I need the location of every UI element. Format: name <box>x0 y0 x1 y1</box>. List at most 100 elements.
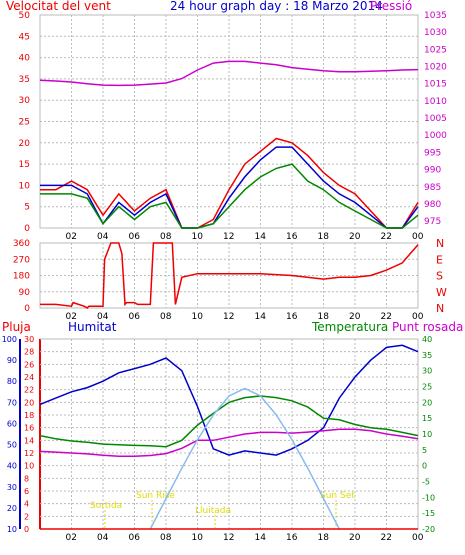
temperature-tick-label: -15 <box>422 509 435 518</box>
temperature-tick-label: -5 <box>422 478 430 487</box>
wind-direction-series <box>40 242 419 309</box>
graph-title: 24 hour graph day : 18 Marzo 2014 <box>170 0 383 13</box>
x-tick-label: 22 <box>381 232 392 242</box>
x-tick-label: 14 <box>255 312 267 322</box>
x-tick-label: 02 <box>66 533 77 543</box>
compass-label: E <box>436 253 443 266</box>
compass-label: S <box>436 270 443 283</box>
x-tick-label: 04 <box>97 232 109 242</box>
x-tick-label: 12 <box>223 533 234 543</box>
pressure-tick-label: 980 <box>424 200 441 210</box>
series-blue-humidity <box>39 344 419 456</box>
rain-tick-label: 2 <box>24 512 29 521</box>
rain-tick-label: 18 <box>24 411 34 420</box>
pressure-tick-label: 990 <box>424 166 441 176</box>
humidity-tick-label: 30 <box>7 483 17 492</box>
x-tick-label: 12 <box>223 232 234 242</box>
wind-speed-tick-label: 30 <box>19 96 31 106</box>
x-tick-label: 10 <box>192 232 204 242</box>
pressure-tick-label: 1000 <box>424 131 447 141</box>
x-tick-label: 20 <box>349 533 361 543</box>
temperature-tick-label: 30 <box>422 367 432 376</box>
pressure-tick-label: 975 <box>424 217 441 227</box>
x-tick-label: 18 <box>318 232 330 242</box>
wind-direction-tick-label: 180 <box>13 272 30 282</box>
x-tick-label: 08 <box>160 533 172 543</box>
x-tick-label: 00 <box>412 533 424 543</box>
x-tick-label: 14 <box>255 232 267 242</box>
rain-tick-label: 28 <box>24 348 34 357</box>
humidity-axis-title: Humitat <box>68 320 117 334</box>
temperature-tick-label: -10 <box>422 493 435 502</box>
rain-tick-label: 8 <box>24 474 29 483</box>
compass-label: N <box>436 302 444 315</box>
temperature-tick-label: 15 <box>422 414 432 423</box>
rain-tick-label: 14 <box>24 436 34 445</box>
temperature-axis-title: Temperatura <box>311 320 388 334</box>
annotation-lluitada: Lluitada <box>195 506 231 516</box>
x-tick-label: 00 <box>412 232 424 242</box>
humidity-tick-label: 10 <box>7 525 17 534</box>
humidity-tick-label: 70 <box>7 398 17 407</box>
humidity-tick-label: 80 <box>7 377 17 386</box>
x-tick-label: 14 <box>255 533 267 543</box>
humidity-tick-label: 20 <box>7 504 17 513</box>
rain-tick-label: 4 <box>24 500 29 509</box>
humidity-tick-label: 40 <box>7 462 17 471</box>
wind-direction-tick-label: 270 <box>13 255 30 265</box>
wind-pressure-series-red <box>40 137 419 229</box>
x-tick-label: 20 <box>349 312 361 322</box>
x-tick-label: 02 <box>66 232 77 242</box>
rain-tick-label: 12 <box>24 449 34 458</box>
compass-label: W <box>436 286 447 299</box>
x-tick-label: 16 <box>286 232 298 242</box>
wind-speed-axis-title: Velocitat del vent <box>6 0 111 13</box>
series-green-temperature <box>39 395 419 448</box>
rain-tick-label: 22 <box>24 386 34 395</box>
wind-direction-tick-label: 90 <box>19 288 31 298</box>
x-tick-label: 04 <box>97 312 109 322</box>
pressure-tick-label: 985 <box>424 183 441 193</box>
chart-marks: 0202020404040606060808081010101212121414… <box>2 11 447 543</box>
x-tick-label: 06 <box>129 312 141 322</box>
x-tick-label: 06 <box>129 533 141 543</box>
rain-tick-label: 10 <box>24 462 34 471</box>
temperature-tick-label: 35 <box>422 351 432 360</box>
pressure-tick-label: 995 <box>424 148 441 158</box>
pressure-tick-label: 1025 <box>424 45 447 55</box>
annotation-sortida: Sortida <box>90 501 122 511</box>
rain-tick-label: 24 <box>24 373 34 382</box>
wind-speed-tick-label: 20 <box>19 139 31 149</box>
wind-direction-tick-label: 0 <box>24 304 30 314</box>
x-tick-label: 06 <box>129 232 141 242</box>
wind-speed-tick-label: 5 <box>24 203 30 213</box>
pressure-tick-label: 1010 <box>424 97 447 107</box>
wind-speed-tick-label: 35 <box>19 75 30 85</box>
x-tick-label: 18 <box>318 533 330 543</box>
humidity-tick-label: 50 <box>7 441 17 450</box>
x-tick-label: 20 <box>349 232 361 242</box>
x-tick-label: 10 <box>192 533 204 543</box>
humidity-tick-label: 90 <box>7 356 17 365</box>
rain-tick-label: 6 <box>24 487 29 496</box>
annotation-sun-set: Sun Set <box>320 491 355 501</box>
rain-tick-label: 20 <box>24 398 34 407</box>
x-tick-label: 02 <box>66 312 77 322</box>
x-tick-label: 22 <box>381 533 392 543</box>
dew-point-axis-title: Punt rosada <box>392 320 463 334</box>
temperature-tick-label: 25 <box>422 383 432 392</box>
wind-speed-tick-label: 10 <box>19 181 31 191</box>
x-tick-label: 08 <box>160 312 172 322</box>
series-lightblue-sun <box>149 387 340 530</box>
wind-speed-tick-label: 25 <box>19 118 30 128</box>
x-tick-label: 04 <box>97 533 109 543</box>
x-tick-label: 18 <box>318 312 330 322</box>
wind-pressure-series-magenta <box>39 60 419 87</box>
wind-pressure-series-green <box>40 163 419 229</box>
rain-tick-label: 30 <box>24 335 34 344</box>
humidity-tick-label: 100 <box>2 335 17 344</box>
temperature-tick-label: 20 <box>422 398 432 407</box>
x-tick-label: 16 <box>286 312 298 322</box>
